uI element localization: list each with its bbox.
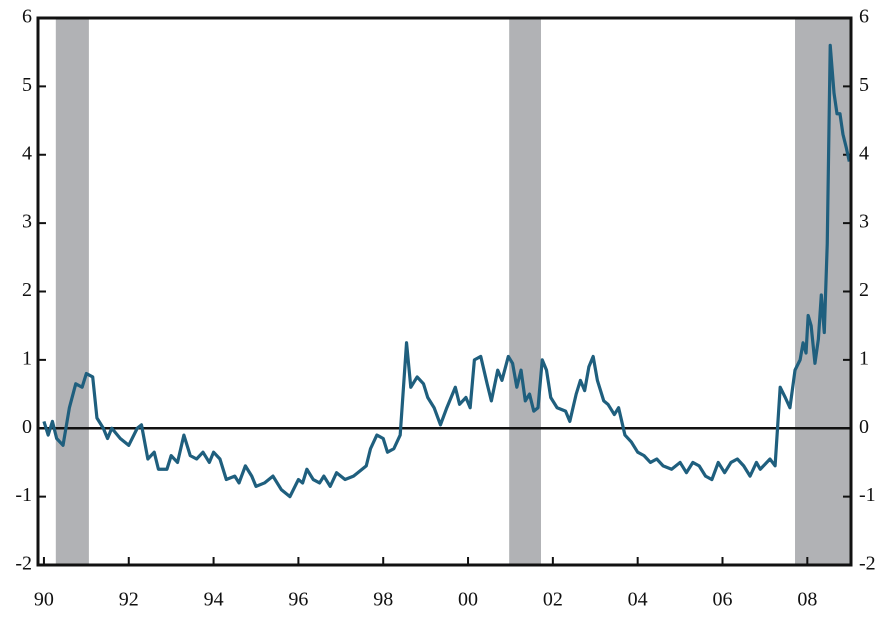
y-tick-label: 3 bbox=[22, 211, 32, 233]
y2-tick-label: 5 bbox=[859, 74, 869, 96]
y2-tick-label: 0 bbox=[859, 416, 869, 438]
x-tick-label: 96 bbox=[288, 589, 308, 611]
y-tick-label: 1 bbox=[22, 347, 32, 369]
x-tick-label: 02 bbox=[543, 589, 563, 611]
x-tick-label: 00 bbox=[458, 589, 478, 611]
x-tick-label: 94 bbox=[204, 589, 224, 611]
x-tick-label: 98 bbox=[373, 589, 393, 611]
y2-tick-label: 1 bbox=[859, 347, 869, 369]
y-tick-label: 5 bbox=[22, 74, 32, 96]
x-tick-label: 92 bbox=[119, 589, 139, 611]
y2-tick-label: 3 bbox=[859, 211, 869, 233]
y2-tick-label: 2 bbox=[859, 279, 869, 301]
data-line bbox=[42, 43, 851, 499]
y-tick-label: -2 bbox=[15, 553, 32, 575]
x-tick-label: 04 bbox=[628, 589, 648, 611]
shaded-range bbox=[509, 18, 541, 565]
y2-tick-label: -2 bbox=[859, 553, 876, 575]
y-tick-label: 6 bbox=[22, 6, 32, 28]
y-tick-label: 4 bbox=[22, 142, 32, 164]
shaded-range bbox=[55, 18, 89, 565]
y2-tick-label: 4 bbox=[859, 142, 869, 164]
shaded-range bbox=[795, 18, 851, 565]
y-tick-label: 2 bbox=[22, 279, 32, 301]
y2-tick-label: -1 bbox=[859, 484, 876, 506]
y2-tick-label: 6 bbox=[859, 6, 869, 28]
x-tick-label: 90 bbox=[34, 589, 54, 611]
y-tick-label: 0 bbox=[22, 416, 32, 438]
x-tick-label: 06 bbox=[712, 589, 732, 611]
y-tick-label: -1 bbox=[15, 484, 32, 506]
x-tick-label: 08 bbox=[797, 589, 817, 611]
plot-frame bbox=[36, 16, 853, 567]
